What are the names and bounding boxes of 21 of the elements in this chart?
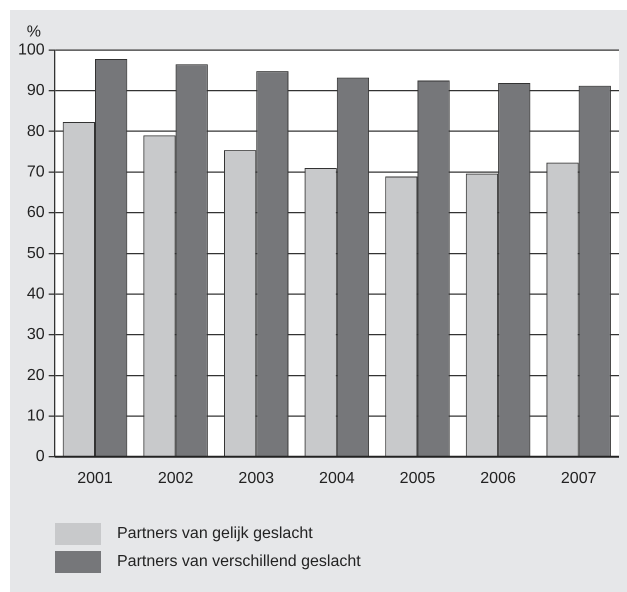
x-tick-label: 2007 — [560, 470, 597, 487]
y-tick-label: 80 — [26, 122, 45, 140]
y-tick-label: 20 — [26, 366, 45, 384]
y-tick-label: 100 — [18, 41, 45, 58]
legend-label: Partners van verschillend geslacht — [117, 553, 361, 571]
x-tick-label: 2004 — [319, 470, 355, 487]
x-tick-label: 2003 — [238, 470, 274, 487]
y-tick-label: 90 — [26, 82, 45, 100]
x-tick-label: 2006 — [480, 470, 516, 487]
y-tick-label: 40 — [26, 285, 45, 302]
y-tick-label: 50 — [26, 244, 45, 262]
y-tick-label: 60 — [26, 204, 45, 222]
y-tick-label: 10 — [26, 408, 45, 425]
x-tick-label: 2002 — [158, 470, 194, 487]
y-tick-label: 30 — [26, 326, 45, 344]
y-tick-label: 0 — [36, 448, 45, 466]
legend-label: Partners van gelijk geslacht — [117, 525, 313, 543]
x-tick-label: 2001 — [77, 470, 113, 487]
x-tick-label: 2005 — [400, 470, 436, 487]
y-tick-label: 70 — [26, 163, 45, 180]
y-axis-title: % — [26, 23, 41, 40]
